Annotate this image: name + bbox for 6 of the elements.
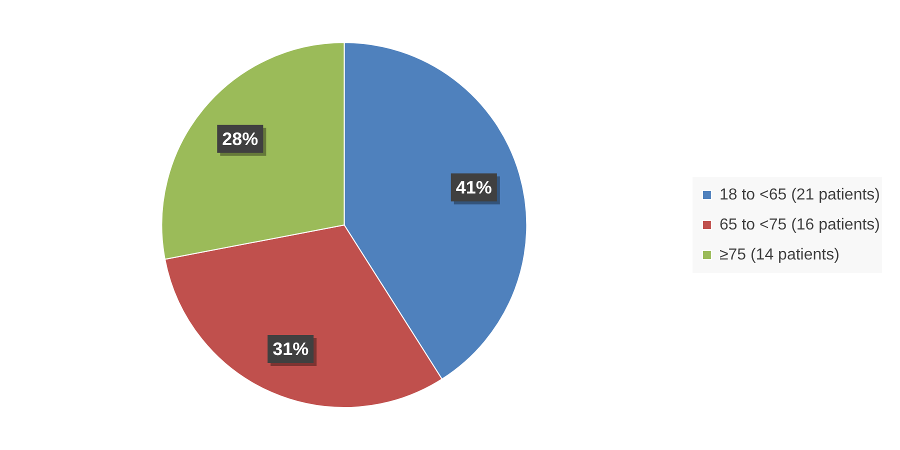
data-label: 31%	[272, 338, 309, 359]
legend-label: 18 to <65 (21 patients)	[719, 186, 880, 204]
data-label: 41%	[456, 177, 492, 198]
legend-label: ≥75 (14 patients)	[719, 246, 840, 264]
data-label: 28%	[222, 128, 258, 149]
legend-label: 65 to <75 (16 patients)	[719, 216, 880, 234]
